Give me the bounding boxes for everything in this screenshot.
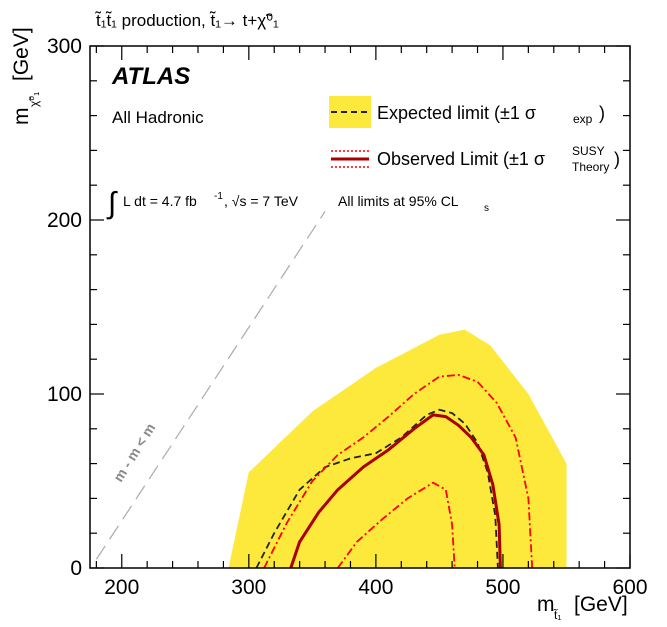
legend-expected-sub: exp	[573, 112, 593, 126]
x-tick-label: 600	[612, 576, 647, 599]
y-axis-label-unit: [GeV]	[10, 27, 33, 81]
y-tick-label: 100	[47, 383, 82, 406]
legend-observed-label: Observed Limit (±1 σ	[377, 149, 545, 169]
y-tick-label: 200	[47, 209, 82, 232]
x-axis-label-main: m	[537, 593, 555, 616]
legend: Expected limit (±1 σ exp ) Observed Limi…	[329, 96, 620, 174]
y-axis-label-main: m	[10, 108, 33, 126]
cl-text: All limits at 95% CL	[338, 193, 459, 209]
series-expected-limit-1-band	[228, 329, 567, 568]
legend-observed-text: Observed Limit (±1 σ SUSY Theory )	[377, 144, 620, 174]
y-axis-label-sub: χ̃⁰₁	[27, 92, 41, 107]
x-axis-label-sub: t̃₁	[553, 607, 562, 622]
y-axis-label: m χ̃⁰₁ [GeV]	[10, 27, 41, 125]
legend-observed-sub: Theory	[572, 160, 609, 174]
lumi-exponent: -1	[214, 191, 223, 202]
experiment-label: ATLAS	[111, 63, 190, 90]
series-observed-limit	[289, 413, 502, 568]
y-tick-label: 0	[70, 557, 82, 580]
x-tick-label: 400	[358, 576, 393, 599]
legend-expected-text: Expected limit (±1 σ exp )	[377, 103, 605, 126]
lumi-energy: , √s = 7 TeV	[224, 193, 299, 209]
chart-title: t̃₁t̃₁ production, t̃₁→ t+χ̃⁰₁	[94, 11, 279, 30]
cl-label: All limits at 95% CL s	[338, 193, 489, 214]
luminosity-label: ∫ L dt = 4.7 fb -1 , √s = 7 TeV	[106, 187, 299, 220]
cl-subscript: s	[484, 203, 489, 214]
series-layer	[95, 210, 567, 568]
y-tick-label: 300	[47, 35, 82, 58]
series-expected-limit	[255, 408, 499, 568]
lumi-integral: ∫	[106, 187, 118, 220]
legend-expected-close: )	[599, 103, 605, 123]
channel-label: All Hadronic	[112, 108, 204, 127]
legend-expected-label: Expected limit (±1 σ	[377, 103, 536, 123]
x-tick-label: 500	[485, 576, 520, 599]
ticks-layer: 200 300 400 500 600 0 100 200 300	[47, 35, 648, 599]
x-axis-label: m t̃₁ [GeV]	[537, 593, 628, 622]
x-axis-label-unit: [GeV]	[574, 593, 628, 616]
series-observed-limit-1-theory	[337, 481, 456, 568]
x-tick-label: 200	[104, 576, 139, 599]
legend-observed-sup: SUSY	[572, 144, 605, 158]
lumi-text: L dt = 4.7 fb	[123, 193, 197, 209]
plot-frame	[89, 45, 631, 569]
x-tick-label: 300	[231, 576, 266, 599]
series-kinematic-limit	[95, 210, 326, 560]
legend-observed-close: )	[614, 149, 620, 169]
